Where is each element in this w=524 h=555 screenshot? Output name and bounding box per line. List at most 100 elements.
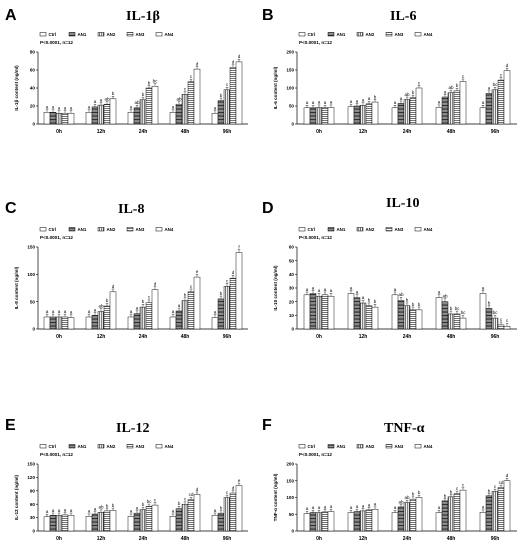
legend-label-AN1: AN1 (337, 32, 346, 37)
legend: Ctrl AN1 AN2 AN3 AN4 (39, 227, 174, 232)
significance-label: a (318, 100, 321, 105)
bar-Ctrl-48h (435, 512, 443, 532)
y-tick-label: 200 (286, 462, 294, 467)
x-tick-label: 12h (97, 334, 106, 340)
legend-label-Ctrl: Ctrl (49, 444, 57, 449)
legend-label-AN3: AN3 (136, 227, 145, 232)
bar-Ctrl-48h (169, 112, 177, 125)
bar-AN1-12h (353, 105, 361, 125)
bar-AN1-24h (397, 506, 405, 532)
significance-label: c (184, 497, 187, 502)
panel-title: IL-12 (116, 421, 149, 436)
legend: Ctrl AN1 AN2 AN3 AN4 (298, 32, 433, 37)
bar-Ctrl-24h (127, 112, 135, 125)
significance-label: b (178, 501, 181, 506)
significance-label: d (238, 54, 241, 59)
x-tick-label: 96h (223, 536, 232, 542)
legend-swatch-AN3 (385, 32, 393, 37)
legend-label-AN3: AN3 (395, 444, 404, 449)
significance-label: a (350, 505, 353, 510)
stat-note: P<0.0001, n=12 (299, 452, 332, 457)
significance-label: a (70, 508, 73, 513)
bar-AN2-48h (447, 496, 455, 532)
significance-label: b (148, 80, 151, 85)
bar-Ctrl-48h (435, 107, 443, 125)
x-tick-label: 96h (491, 536, 500, 542)
bar-AN4-0h (327, 511, 335, 532)
x-tick-label: 12h (359, 129, 368, 135)
bar-AN4-24h (415, 87, 423, 125)
bar-AN4-24h (415, 309, 423, 330)
legend-label-AN1: AN1 (337, 227, 346, 232)
significance-label: a (356, 504, 359, 509)
y-tick-label: 50 (289, 104, 295, 109)
significance-label: c (494, 484, 497, 489)
bar-Ctrl-12h (85, 112, 93, 125)
significance-label: cd (189, 492, 194, 497)
legend-swatch-Ctrl (39, 227, 47, 232)
bar-AN3-24h (145, 302, 153, 330)
significance-label: c (418, 80, 421, 85)
legend-label-AN1: AN1 (78, 227, 87, 232)
legend-label-AN1: AN1 (78, 32, 87, 37)
x-tick-label: 24h (403, 334, 412, 340)
bar-Ctrl-0h (303, 294, 311, 330)
significance-label: a (318, 288, 321, 293)
significance-label: ab (448, 85, 454, 90)
x-tick-label: 12h (97, 129, 106, 135)
significance-label: c (456, 486, 459, 491)
panel-A: A IL-1β Ctrl AN1 AN2 AN3 AN4 P<0.0001, n=12 IL-1… (5, 7, 248, 135)
x-tick-label: 0h (56, 536, 62, 542)
legend-swatch-AN3 (385, 444, 393, 449)
legend-label-AN4: AN4 (165, 32, 174, 37)
legend: Ctrl AN1 AN2 AN3 AN4 (39, 444, 174, 449)
legend-label-AN2: AN2 (366, 444, 375, 449)
bar-Ctrl-0h (43, 112, 51, 125)
significance-label: b (412, 90, 415, 95)
bar-AN2-96h (491, 317, 499, 330)
bar-AN3-12h (103, 305, 111, 330)
bar-Ctrl-48h (169, 316, 177, 330)
bar-AN4-12h (371, 509, 379, 532)
legend-swatch-Ctrl (39, 32, 47, 37)
bar-AN2-12h (359, 302, 367, 330)
significance-label: a (362, 98, 365, 103)
panel-letter: E (5, 417, 16, 434)
significance-label: c (500, 72, 503, 77)
bar-AN4-0h (67, 112, 75, 125)
significance-label: b (450, 489, 453, 494)
x-tick-label: 96h (491, 334, 500, 340)
significance-label: b (444, 493, 447, 498)
bar-AN2-0h (315, 295, 323, 330)
y-axis-label: IL-10 content (ng/ml) (273, 265, 278, 311)
legend-label-AN1: AN1 (337, 444, 346, 449)
legend-label-AN1: AN1 (78, 444, 87, 449)
bar-Ctrl-96h (479, 293, 487, 330)
significance-label: d (154, 282, 157, 287)
significance-label: a (488, 86, 491, 91)
legend: Ctrl AN1 AN2 AN3 AN4 (298, 227, 433, 232)
significance-label: c (190, 74, 193, 79)
bar-AN4-96h (235, 252, 243, 330)
bar-Ctrl-24h (391, 107, 399, 125)
legend-label-AN4: AN4 (424, 444, 433, 449)
significance-label: a (52, 105, 55, 110)
legend-swatch-AN1 (327, 444, 335, 449)
bar-AN1-96h (217, 298, 225, 330)
significance-label: b (374, 299, 377, 304)
bar-AN1-0h (309, 512, 317, 532)
legend-label-Ctrl: Ctrl (49, 32, 57, 37)
bar-AN3-0h (61, 316, 69, 330)
bar-Ctrl-12h (85, 316, 93, 330)
bar-AN3-48h (453, 90, 461, 125)
panel-F: F TNF-α Ctrl AN1 AN2 AN3 AN4 P<0.0001, n=12 TNF-… (262, 417, 517, 542)
legend-swatch-AN2 (356, 32, 364, 37)
bar-AN3-24h (409, 97, 417, 125)
significance-label: a (214, 105, 217, 110)
significance-label: a (130, 309, 133, 314)
bar-AN2-96h (223, 497, 231, 532)
legend-swatch-AN2 (356, 227, 364, 232)
bar-AN2-24h (139, 99, 147, 125)
legend-swatch-AN2 (97, 32, 105, 37)
